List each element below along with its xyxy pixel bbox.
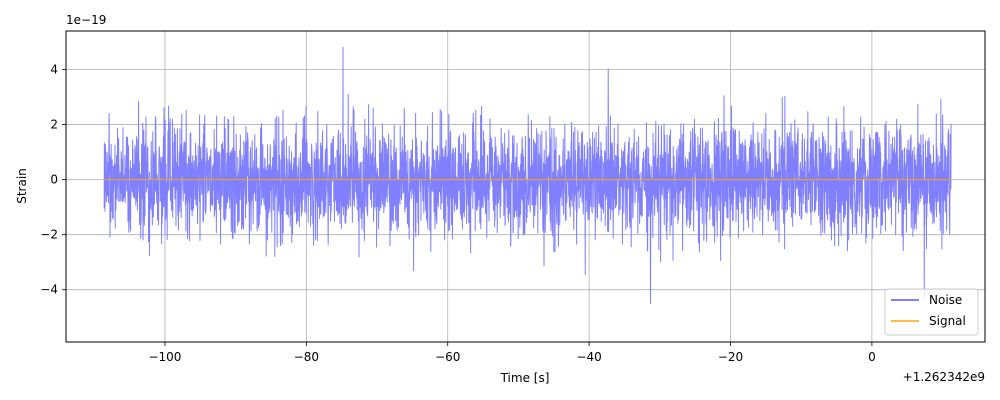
noise-series-line (103, 46, 952, 304)
x-tick-label: −60 (435, 350, 460, 364)
y-tick-label: 4 (50, 63, 58, 77)
y-tick-label: 0 (50, 173, 58, 187)
legend: Noise Signal (884, 288, 979, 336)
x-tick-label: −80 (294, 350, 319, 364)
y-axis-ticks: −4 −2 0 2 4 (40, 63, 66, 297)
x-tick-label: −100 (148, 350, 181, 364)
x-tick-label: −40 (576, 350, 601, 364)
legend-noise-label: Noise (929, 293, 962, 307)
series-layer (103, 46, 952, 304)
legend-signal-label: Signal (929, 314, 966, 328)
x-tick-label: 0 (868, 350, 876, 364)
y-tick-label: −2 (40, 228, 58, 242)
plot-frame (65, 30, 986, 343)
x-offset-label: +1.262342e9 (903, 370, 985, 384)
y-scale-label: 1e−19 (66, 13, 106, 27)
x-axis-ticks: −100 −80 −60 −40 −20 0 (148, 342, 876, 364)
x-axis-label: Time [s] (500, 371, 550, 385)
y-axis-label: Strain (15, 168, 29, 204)
y-tick-label: −4 (40, 283, 58, 297)
x-tick-label: −20 (718, 350, 743, 364)
y-tick-label: 2 (50, 118, 58, 132)
